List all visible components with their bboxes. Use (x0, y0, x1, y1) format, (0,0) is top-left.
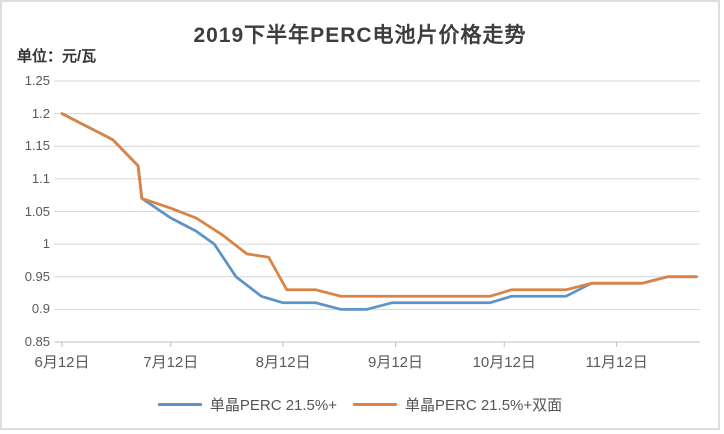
legend-label: 单晶PERC 21.5%+双面 (405, 397, 563, 414)
y-tick-label: 1.05 (24, 203, 50, 219)
x-tick-label: 8月12日 (255, 354, 311, 371)
x-tick-label: 9月12日 (367, 354, 424, 371)
legend-line-swatch-orange (353, 403, 397, 406)
x-tick-label: 7月12日 (143, 354, 199, 371)
series-line-1 (60, 112, 698, 298)
y-tick-label: 0.85 (24, 334, 50, 349)
y-tick-label: 1.15 (24, 138, 50, 154)
y-tick-label: 0.9 (31, 301, 50, 317)
x-tick-label: 11月12日 (585, 354, 648, 371)
legend-item-mono-perc-bifacial: 单晶PERC 21.5%+双面 (353, 394, 562, 415)
x-tick-label: 6月12日 (34, 354, 90, 371)
legend-line-swatch-blue (157, 403, 202, 406)
unit-label: 单位：元/瓦 (17, 48, 97, 65)
y-tick-label: 1.1 (31, 170, 50, 186)
legend-item-mono-perc: 单晶PERC 21.5%+ (157, 394, 337, 415)
legend-label: 单晶PERC 21.5%+ (209, 397, 337, 414)
y-tick-label: 0.95 (24, 268, 50, 284)
chart-title: 2019下半年PERC电池片价格走势 (193, 24, 527, 47)
y-tick-label: 1 (42, 236, 50, 252)
y-tick-label: 1.25 (24, 73, 50, 88)
legend: 单晶PERC 21.5%+ 单晶PERC 21.5%+双面 (2, 394, 718, 415)
line-chart-canvas (54, 80, 700, 347)
x-tick-label: 10月12日 (472, 354, 536, 371)
y-tick-label: 1.2 (31, 105, 50, 121)
